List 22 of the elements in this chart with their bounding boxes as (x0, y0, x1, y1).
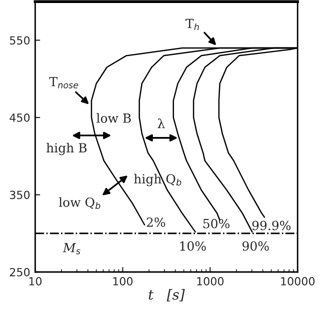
annotation: high B (46, 142, 87, 156)
y-tick-label: 250 (10, 268, 30, 276)
annotation: 50% (203, 218, 230, 228)
x-tick-label: 1000 (197, 277, 224, 286)
x-axis-title: t [s] (148, 289, 185, 302)
x-tick-label: 10000 (281, 277, 315, 286)
ref-line-label: M$_{s}$ (62, 243, 80, 254)
annotation: T$_{h}$ (186, 18, 199, 30)
annotation: low Q$_{b}$ (58, 197, 100, 209)
annotation: T$_{nose}$ (49, 77, 78, 88)
annotation: λ (158, 118, 165, 128)
annotation: high Q$_{b}$ (134, 174, 182, 186)
x-tick-label: 100 (113, 277, 133, 286)
y-tick-label: 450 (10, 113, 30, 122)
annotation: low B (96, 113, 131, 123)
y-tick-label: 350 (10, 190, 30, 200)
annotation: 10% (180, 241, 206, 251)
annotation: 99.9% (252, 220, 291, 230)
x-tick-label: 10 (29, 277, 42, 286)
annotation: 90% (242, 241, 269, 251)
annotation: 2% (146, 218, 166, 227)
y-tick-label: 550 (10, 36, 30, 45)
